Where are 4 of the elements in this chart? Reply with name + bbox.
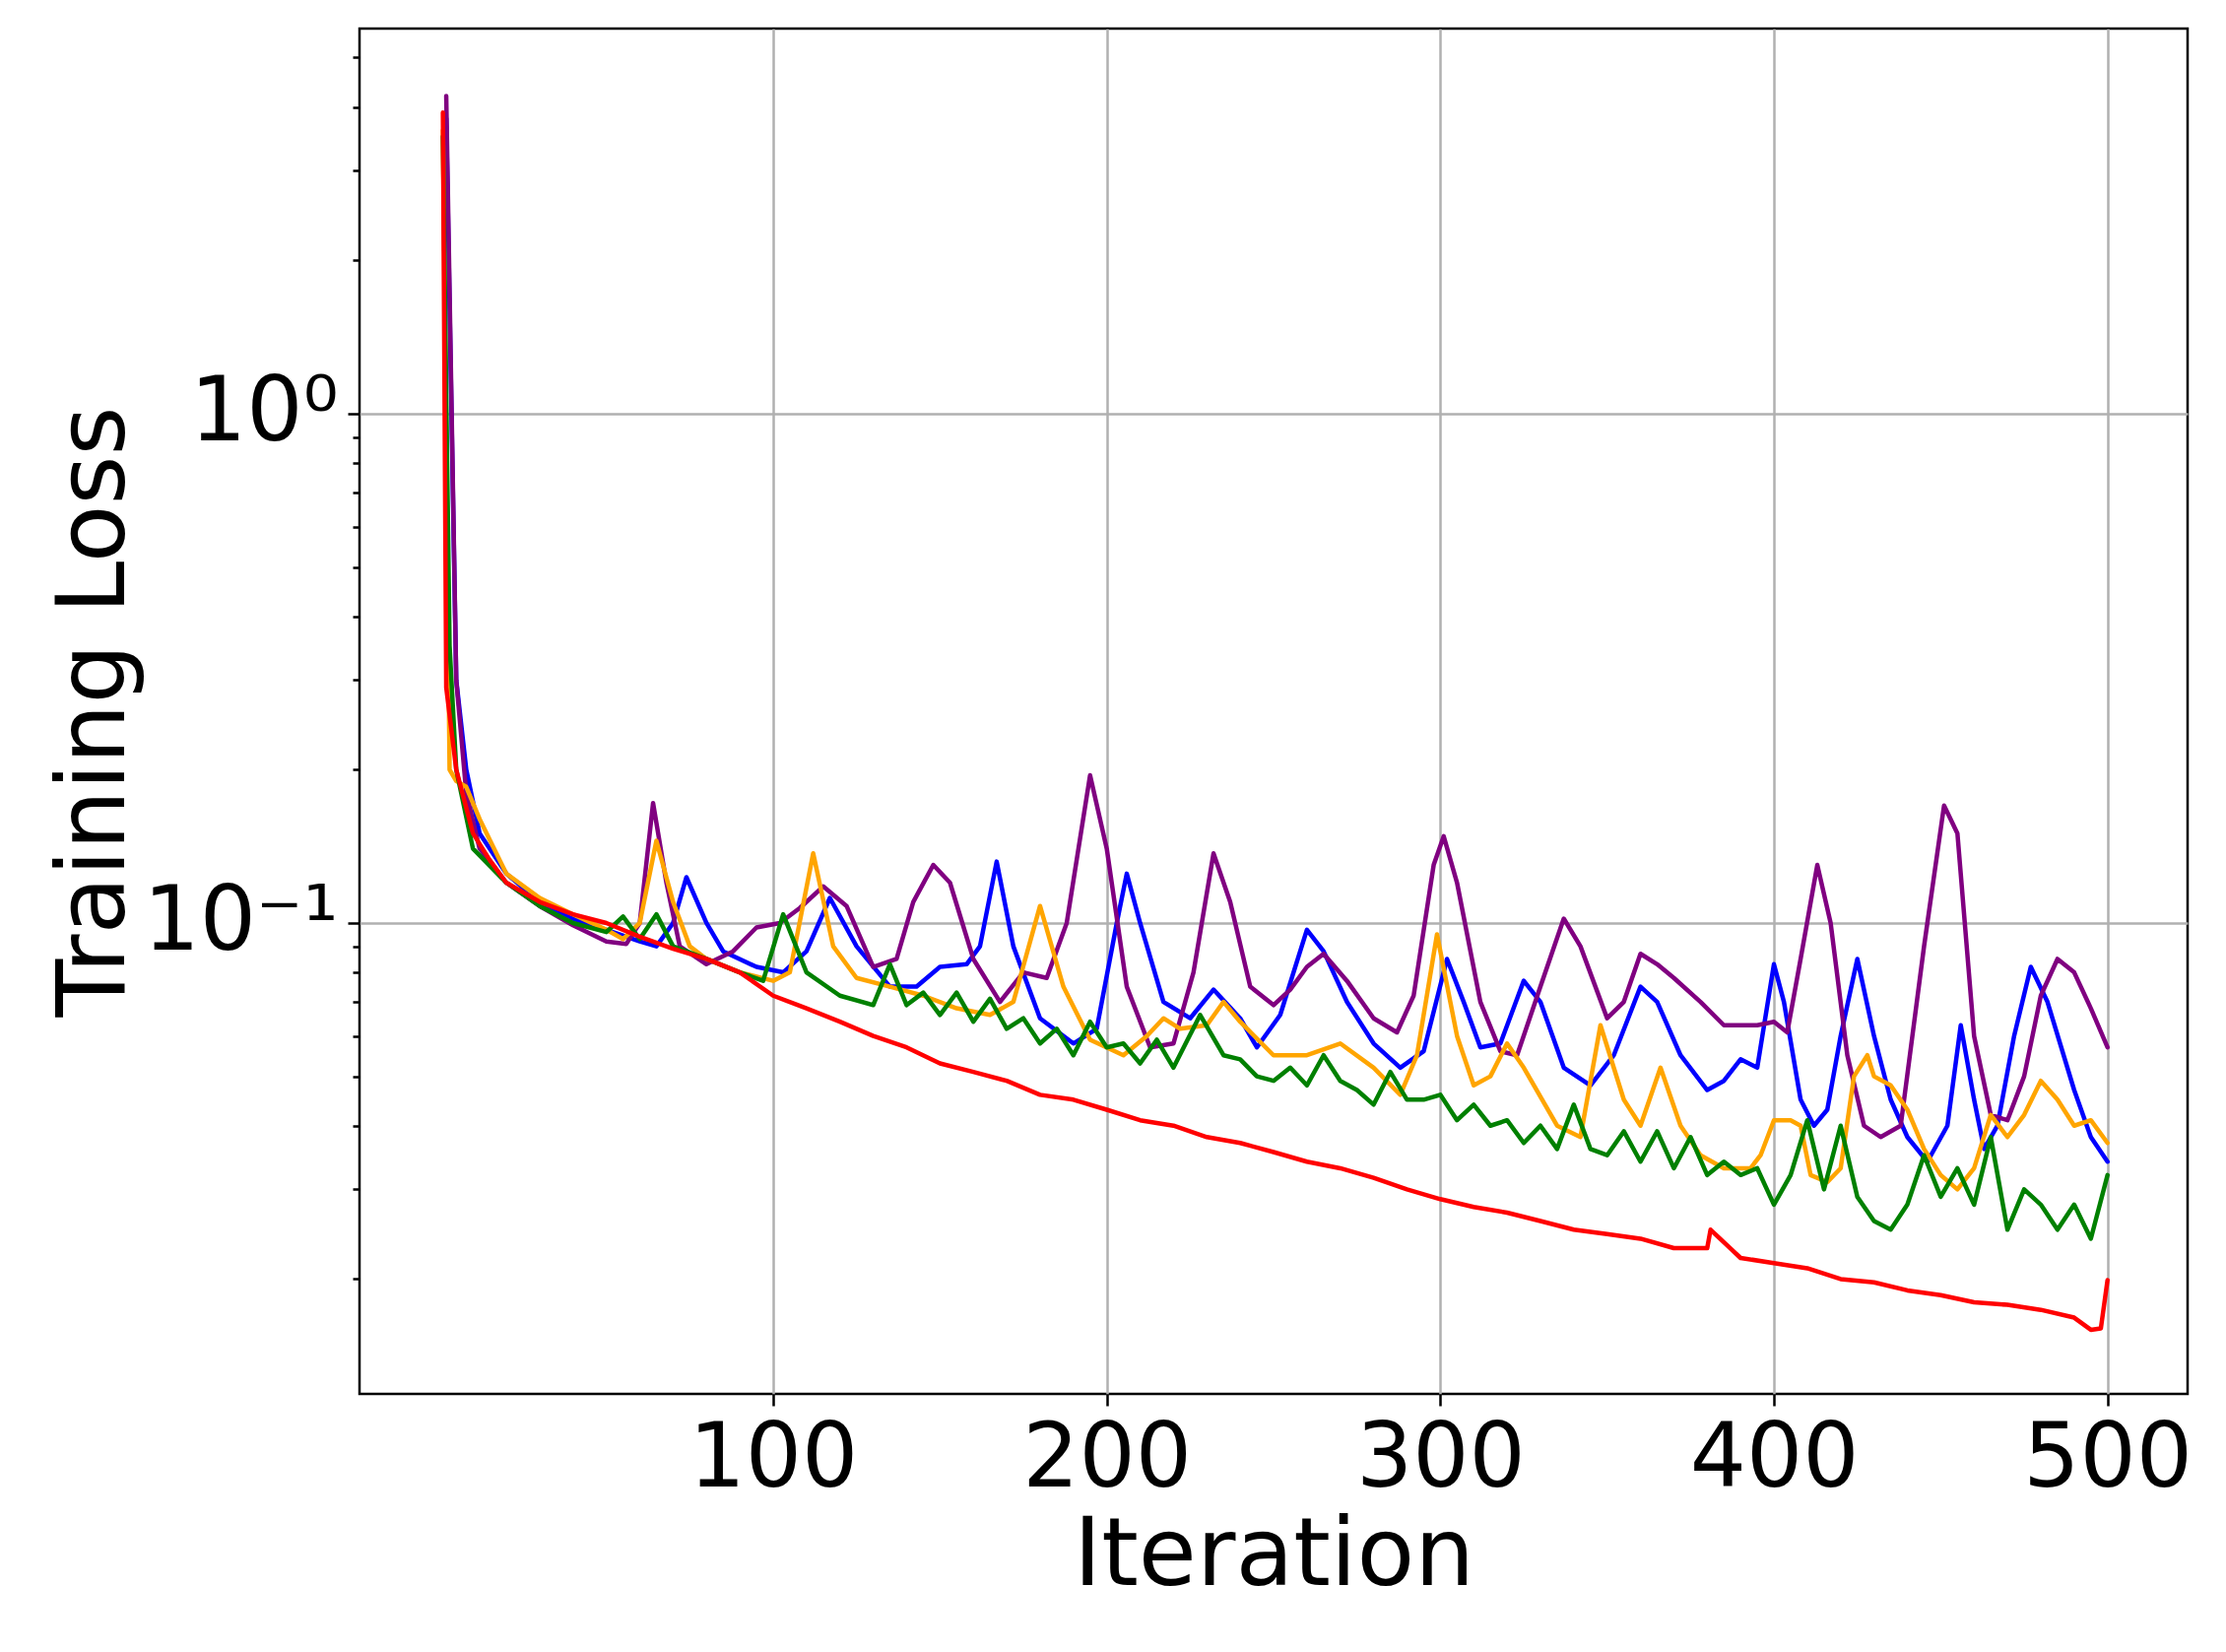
y-tick-label: 10⁰ — [189, 358, 339, 462]
x-tick-label: 400 — [1689, 1403, 1860, 1507]
x-tick-label: 500 — [2023, 1403, 2193, 1507]
x-tick-label: 100 — [688, 1403, 859, 1507]
